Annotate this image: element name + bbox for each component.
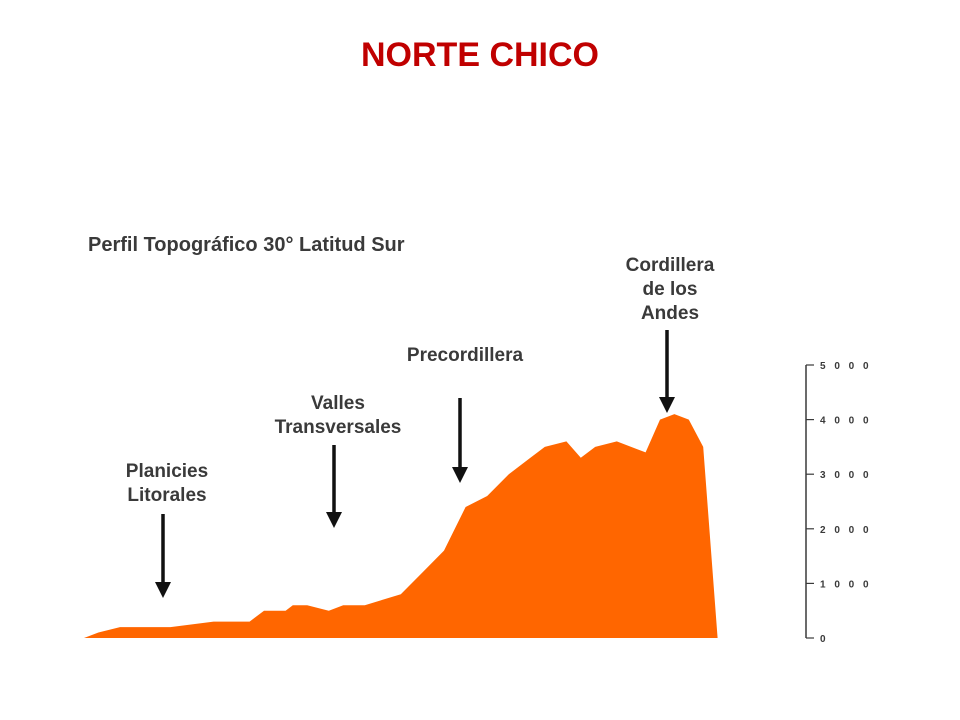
- down-arrow-icon: [659, 397, 675, 413]
- down-arrow-icon: [326, 512, 342, 528]
- annotation-cordillera: Cordillera de los Andes: [626, 255, 715, 413]
- y-tick-label: 1 0 0 0: [820, 579, 872, 590]
- slide-title: NORTE CHICO: [361, 36, 599, 74]
- annotation-label: Cordillera: [626, 255, 715, 276]
- annotation-planicies: Planicies Litorales: [126, 461, 208, 598]
- down-arrow-icon: [452, 467, 468, 483]
- annotation-label: Andes: [641, 303, 699, 324]
- region-annotations: Planicies Litorales Valles Transversales Pre…: [126, 255, 715, 598]
- down-arrow-icon: [155, 582, 171, 598]
- annotation-label: Litorales: [127, 485, 206, 506]
- elevation-axis: 0 1 0 0 0 2 0 0 0 3 0 0 0 4 0 0 0 5 0 0 0: [805, 361, 872, 645]
- y-tick-label: 3 0 0 0: [820, 470, 872, 481]
- annotation-label: Transversales: [275, 417, 402, 438]
- annotation-precordillera: Precordillera: [407, 345, 524, 483]
- y-tick-label: 5 0 0 0: [820, 361, 872, 372]
- y-tick-label: 0: [820, 634, 829, 645]
- chart-title: Perfil Topográfico 30° Latitud Sur: [88, 234, 405, 256]
- y-tick-label: 4 0 0 0: [820, 416, 872, 427]
- annotation-label: Valles: [311, 393, 365, 414]
- y-tick-label: 2 0 0 0: [820, 525, 872, 536]
- annotation-label: Precordillera: [407, 345, 524, 366]
- annotation-label: Planicies: [126, 461, 208, 482]
- annotation-label: de los: [643, 279, 698, 300]
- elevation-area: [84, 414, 804, 638]
- annotation-valles: Valles Transversales: [275, 393, 402, 528]
